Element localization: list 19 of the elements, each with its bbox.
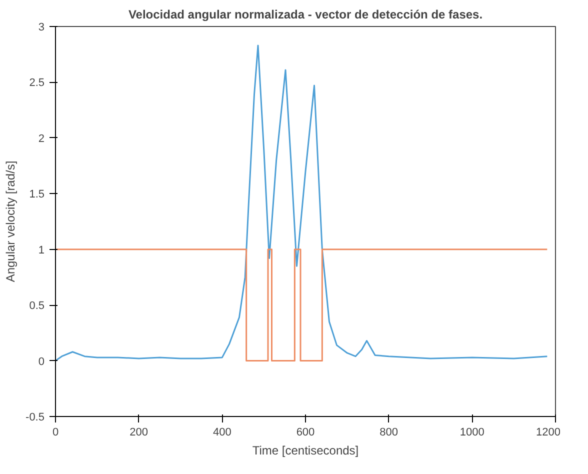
x-tick-label: 1000: [460, 426, 484, 438]
x-tick-label: 0: [52, 426, 59, 438]
x-tick-label: 600: [296, 426, 315, 438]
line-series: [56, 44, 548, 362]
y-tick-label: 0: [38, 356, 45, 368]
x-tick-label: 400: [212, 426, 232, 438]
y-tick-label: 1.5: [29, 188, 45, 201]
y-tick-label: 0.5: [29, 300, 45, 312]
y-tick-label: 3: [38, 22, 45, 34]
y-tick-label: 2.5: [29, 77, 45, 90]
y-tick-label: -0.5: [26, 412, 45, 424]
y-tick-label: 1: [38, 244, 45, 256]
x-tick-label: 200: [130, 426, 148, 438]
y-tick-label: 2: [38, 132, 45, 145]
x-axis-title: Time [centiseconds]: [252, 444, 359, 458]
chart-title: Velocidad angular normalizada - vector de detección de fases.: [128, 8, 483, 22]
x-tick-label: 1200: [536, 426, 561, 438]
y-axis-title: Angular velocity [rad/s]: [4, 160, 18, 282]
x-tick-label: 800: [380, 426, 398, 438]
